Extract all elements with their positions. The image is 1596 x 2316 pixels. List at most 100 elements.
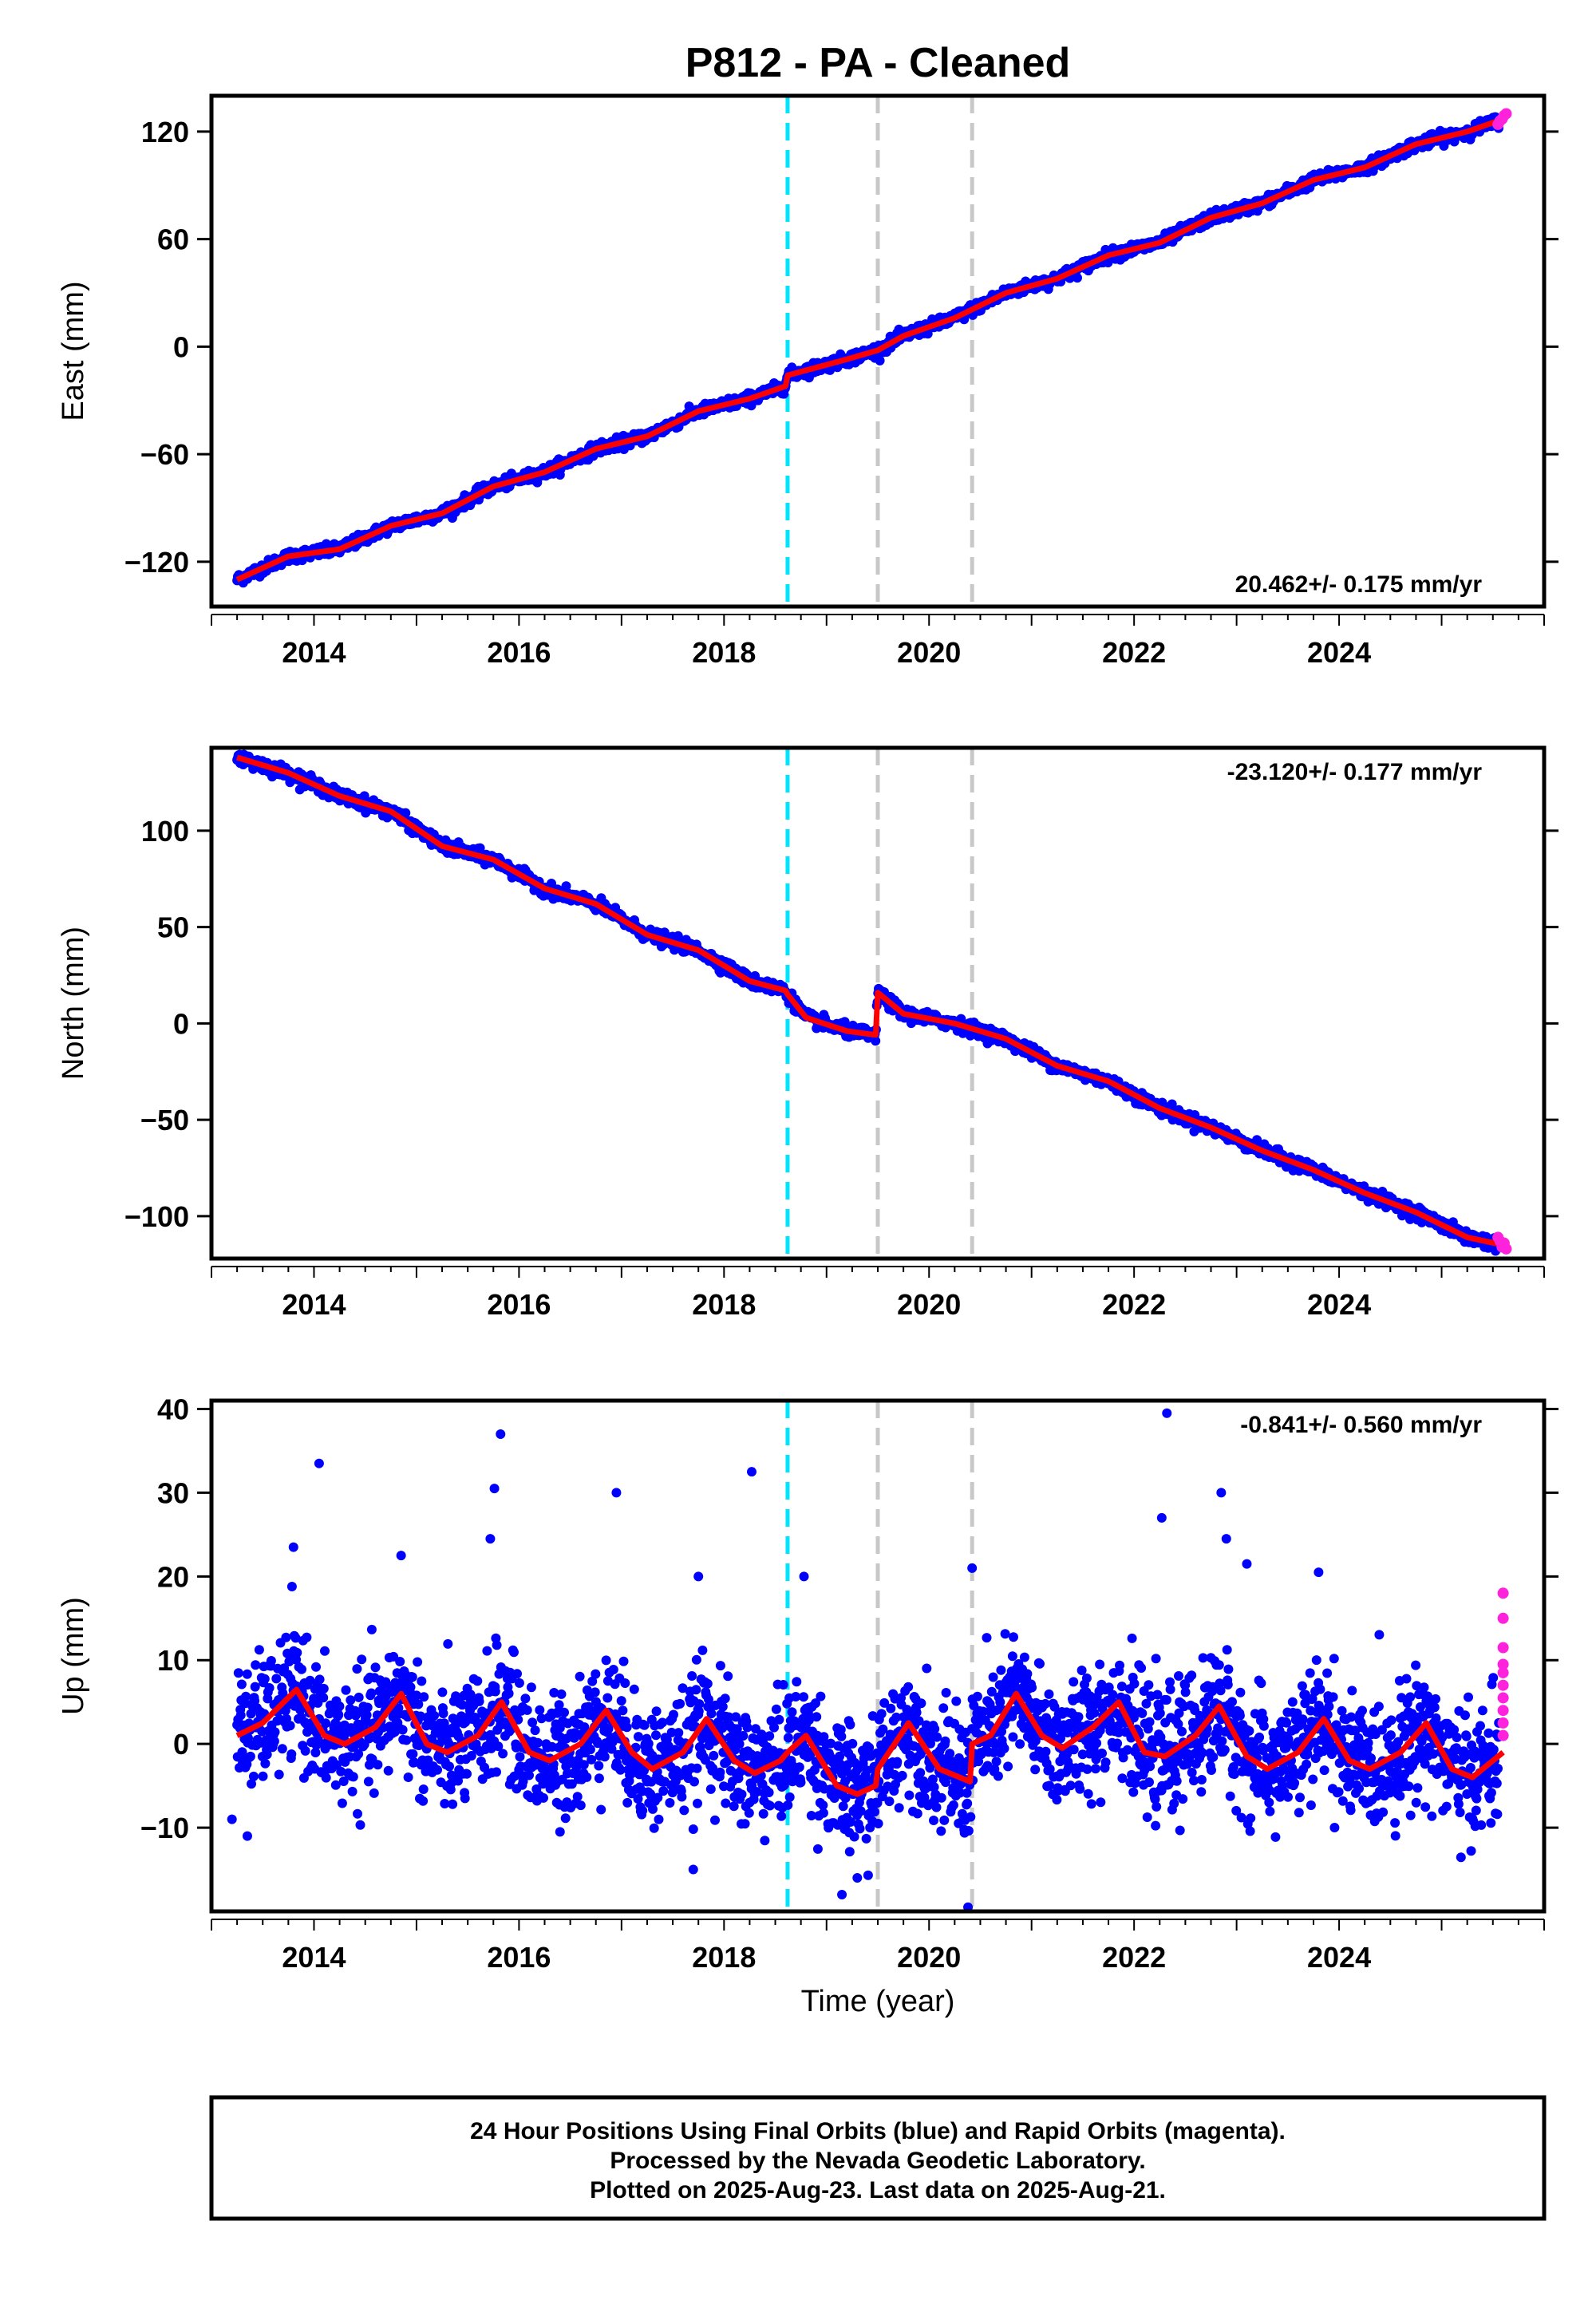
east-rapid-point [1500, 108, 1512, 120]
up-point [437, 1687, 448, 1697]
up-point [314, 1674, 325, 1685]
up-point [300, 1745, 310, 1756]
up-point [357, 1654, 367, 1665]
north-y-tick-label: 50 [157, 911, 189, 944]
up-point [493, 1741, 504, 1752]
up-point [408, 1749, 418, 1759]
up-point [366, 1624, 377, 1634]
up-point [320, 1646, 330, 1656]
up-point [330, 1780, 341, 1790]
up-point [527, 1717, 538, 1728]
up-point [235, 1710, 246, 1721]
north-point [401, 808, 411, 818]
up-point [353, 1808, 362, 1819]
east-x-tick-label: 2024 [1307, 636, 1371, 669]
up-point [341, 1685, 351, 1695]
north-point [1252, 1135, 1262, 1145]
north-final-points [232, 749, 1503, 1256]
up-point [492, 1640, 502, 1650]
up-point [443, 1638, 453, 1649]
up-point [236, 1679, 247, 1690]
up-point [354, 1749, 364, 1759]
up-point [554, 1700, 564, 1710]
up-point [281, 1632, 291, 1642]
up-point [535, 1705, 545, 1715]
north-y-tick-label: −50 [140, 1104, 189, 1136]
up-point [305, 1675, 315, 1686]
up-point [254, 1645, 264, 1655]
up-point [310, 1748, 321, 1757]
east-point [875, 355, 885, 366]
up-point [514, 1678, 524, 1688]
north-rate-label: -23.120+/- 0.177 mm/yr [1227, 759, 1483, 785]
up-point [539, 1792, 548, 1803]
up-point [321, 1718, 331, 1729]
up-point [413, 1699, 424, 1709]
up-point [338, 1777, 349, 1786]
up-point [311, 1662, 321, 1672]
up-point [417, 1676, 427, 1686]
up-point [504, 1689, 514, 1698]
up-point [438, 1709, 448, 1718]
north-x-tick-label: 2022 [1102, 1288, 1166, 1321]
north-x-tick-label: 2024 [1307, 1288, 1371, 1321]
east-plot-area [232, 96, 1512, 607]
up-point [383, 1765, 393, 1776]
up-point [262, 1749, 272, 1760]
up-point [462, 1769, 472, 1779]
up-point [334, 1701, 345, 1711]
east-y-tick-label: 120 [141, 116, 189, 148]
east-point [1073, 273, 1082, 283]
north-x-tick-label: 2016 [487, 1288, 551, 1321]
north-model-line [236, 754, 1504, 1248]
up-point [346, 1695, 356, 1705]
up-point [498, 1749, 508, 1759]
up-point [242, 1669, 252, 1679]
east-rate-label: 20.462+/- 0.175 mm/yr [1235, 571, 1483, 598]
up-point [418, 1796, 429, 1806]
up-point [512, 1669, 522, 1679]
east-x-tick-label: 2022 [1102, 636, 1166, 669]
up-point [274, 1769, 284, 1780]
up-point [233, 1668, 243, 1678]
up-plot-area [227, 1401, 1509, 1911]
up-point [321, 1773, 331, 1783]
up-final-points [227, 1408, 1504, 1911]
up-point [466, 1751, 476, 1761]
north-y-axis-label: North (mm) [57, 927, 90, 1080]
up-point [460, 1793, 470, 1804]
north-x-tick-label: 2018 [692, 1288, 756, 1321]
up-point [369, 1788, 379, 1798]
up-point [373, 1760, 383, 1770]
east-frame [209, 93, 1547, 609]
up-point [243, 1733, 253, 1743]
up-point [533, 1737, 543, 1748]
up-point [536, 1713, 547, 1724]
up-point [472, 1676, 483, 1686]
up-point [292, 1647, 302, 1658]
east-y-axis-label: East (mm) [57, 281, 90, 421]
up-point [248, 1771, 259, 1781]
up-point [246, 1709, 256, 1719]
up-point [348, 1772, 358, 1782]
up-point [297, 1664, 306, 1674]
up-point [251, 1660, 261, 1670]
up-point [482, 1646, 492, 1656]
up-point [336, 1766, 346, 1777]
up-point [250, 1682, 260, 1692]
up-point [290, 1633, 301, 1643]
up-point [448, 1799, 458, 1809]
up-point [444, 1761, 454, 1772]
north-rapid-point [1500, 1243, 1512, 1255]
north-point [871, 1036, 881, 1046]
up-point [407, 1672, 417, 1682]
up-point [247, 1779, 256, 1789]
up-point [556, 1689, 567, 1699]
up-point [347, 1786, 358, 1796]
up-point [413, 1657, 423, 1667]
up-point [286, 1749, 297, 1759]
figure-title: P812 - PA - Cleaned [685, 40, 1071, 86]
